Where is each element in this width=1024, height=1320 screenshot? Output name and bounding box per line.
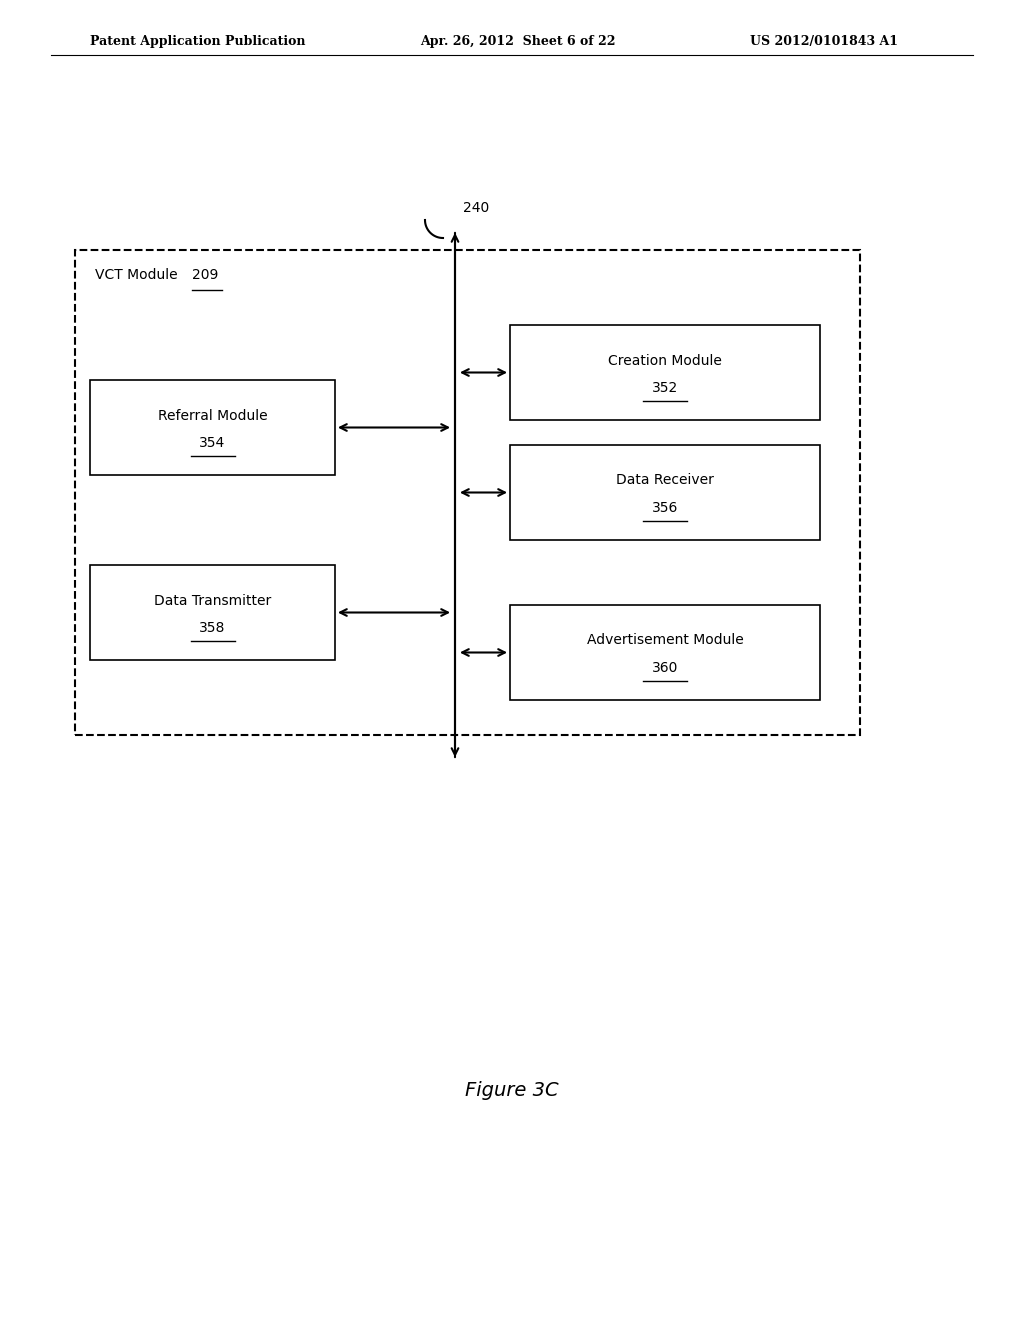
FancyBboxPatch shape bbox=[510, 325, 820, 420]
Text: Data Receiver: Data Receiver bbox=[616, 474, 714, 487]
FancyBboxPatch shape bbox=[510, 445, 820, 540]
FancyBboxPatch shape bbox=[510, 605, 820, 700]
Text: VCT Module: VCT Module bbox=[95, 268, 182, 282]
Text: 352: 352 bbox=[652, 380, 678, 395]
Text: Patent Application Publication: Patent Application Publication bbox=[90, 36, 305, 48]
Text: Figure 3C: Figure 3C bbox=[465, 1081, 559, 1100]
Text: Advertisement Module: Advertisement Module bbox=[587, 634, 743, 648]
FancyBboxPatch shape bbox=[90, 565, 335, 660]
Text: 356: 356 bbox=[652, 500, 678, 515]
Text: 354: 354 bbox=[200, 436, 225, 450]
Text: Apr. 26, 2012  Sheet 6 of 22: Apr. 26, 2012 Sheet 6 of 22 bbox=[420, 36, 615, 48]
Text: 358: 358 bbox=[200, 620, 225, 635]
FancyBboxPatch shape bbox=[90, 380, 335, 475]
Text: 240: 240 bbox=[463, 201, 489, 215]
Text: Referral Module: Referral Module bbox=[158, 408, 267, 422]
Text: Data Transmitter: Data Transmitter bbox=[154, 594, 271, 607]
Text: Creation Module: Creation Module bbox=[608, 354, 722, 367]
Text: US 2012/0101843 A1: US 2012/0101843 A1 bbox=[750, 36, 898, 48]
Text: 209: 209 bbox=[193, 268, 218, 282]
Text: 360: 360 bbox=[652, 660, 678, 675]
